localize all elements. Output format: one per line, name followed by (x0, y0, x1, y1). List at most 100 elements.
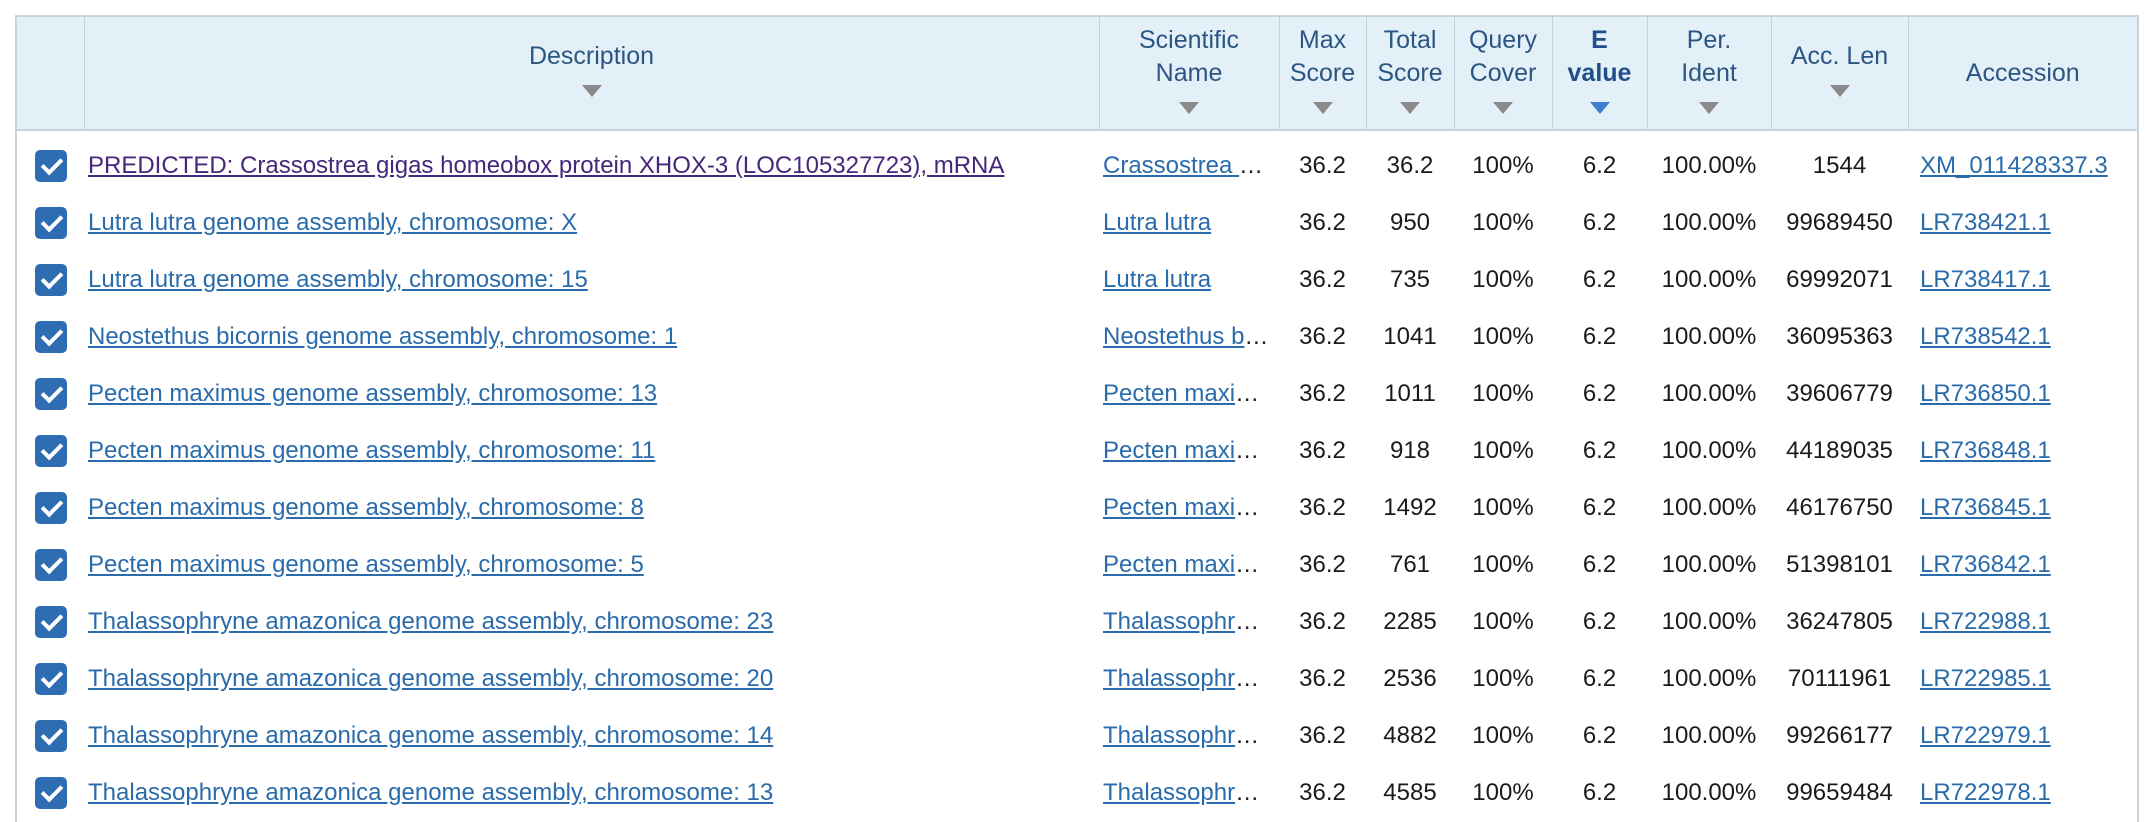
column-header-max-score[interactable]: Max Score (1279, 17, 1367, 131)
scientific-name-link[interactable]: Pecten maximus (1103, 493, 1279, 521)
row-checkbox[interactable] (34, 377, 67, 410)
accession-link[interactable]: LR736850.1 (1920, 379, 2051, 407)
e-value-cell: 6.2 (1582, 493, 1617, 521)
per-ident-cell: 100.00% (1661, 721, 1757, 749)
column-header-label[interactable]: E value (1567, 25, 1632, 87)
row-checkbox[interactable] (34, 320, 67, 353)
accession-cell: LR738421.1 (1908, 194, 2137, 251)
description-cell: Pecten maximus genome assembly, chromoso… (84, 536, 1099, 593)
query-cover-cell: 100% (1472, 721, 1534, 749)
scientific-name-link[interactable]: Thalassophryne amazonica (1103, 664, 1279, 692)
scientific-name-link[interactable]: Lutra lutra (1103, 208, 1212, 236)
description-cell: Neostethus bicornis genome assembly, chr… (84, 308, 1099, 365)
row-checkbox[interactable] (34, 434, 67, 467)
description-link[interactable]: Pecten maximus genome assembly, chromoso… (88, 436, 656, 464)
column-header-label[interactable]: Description (528, 42, 655, 70)
row-checkbox[interactable] (34, 149, 67, 182)
table-row: Thalassophryne amazonica genome assembly… (17, 650, 2137, 707)
accession-link[interactable]: LR736845.1 (1920, 493, 2051, 521)
sort-arrow-icon[interactable] (1179, 101, 1199, 114)
total-score-cell: 1041 (1383, 322, 1437, 350)
sort-arrow-icon[interactable] (581, 85, 602, 97)
accession-link[interactable]: LR736842.1 (1920, 550, 2051, 578)
row-select-cell (17, 593, 84, 650)
sort-arrow-active-icon[interactable] (1589, 101, 1610, 114)
scientific-name-cell: Crassostrea gigas (1099, 130, 1279, 194)
row-checkbox[interactable] (34, 719, 67, 752)
scientific-name-link[interactable]: Crassostrea gigas (1103, 151, 1279, 179)
column-header-label: Accession (1965, 58, 2080, 87)
description-link[interactable]: Pecten maximus genome assembly, chromoso… (88, 550, 644, 578)
row-checkbox[interactable] (34, 776, 67, 809)
column-header-scientific-name[interactable]: Scientific Name (1099, 17, 1280, 131)
row-checkbox[interactable] (34, 206, 67, 239)
accession-link[interactable]: LR722985.1 (1920, 664, 2051, 692)
description-link[interactable]: Lutra lutra genome assembly, chromosome:… (88, 208, 578, 236)
sort-arrow-icon[interactable] (1699, 101, 1719, 114)
description-link[interactable]: Thalassophryne amazonica genome assembly… (88, 721, 774, 749)
description-link[interactable]: Pecten maximus genome assembly, chromoso… (88, 379, 658, 407)
column-header-label[interactable]: Query Cover (1468, 25, 1538, 87)
row-checkbox[interactable] (34, 605, 67, 638)
accession-link[interactable]: LR738421.1 (1920, 208, 2051, 236)
scientific-name-link[interactable]: Pecten maximus (1103, 550, 1279, 578)
column-header-per-ident[interactable]: Per. Ident (1647, 17, 1772, 131)
total-score-cell: 2285 (1383, 607, 1437, 635)
scientific-name-link[interactable]: Pecten maximus (1103, 379, 1279, 407)
description-link[interactable]: Lutra lutra genome assembly, chromosome:… (88, 265, 588, 293)
scientific-name-link[interactable]: Thalassophryne amazonica (1103, 721, 1279, 749)
column-header-e-value[interactable]: E value (1552, 17, 1648, 131)
accession-link[interactable]: LR738417.1 (1920, 265, 2051, 293)
accession-link[interactable]: LR722978.1 (1920, 778, 2051, 806)
description-link[interactable]: Thalassophryne amazonica genome assembly… (88, 664, 774, 692)
scientific-name-link[interactable]: Thalassophryne amazonica (1103, 607, 1279, 635)
column-header-label[interactable]: Total Score (1377, 25, 1443, 87)
column-header-label[interactable]: Acc. Len (1790, 42, 1889, 70)
scientific-name-link[interactable]: Thalassophryne amazonica (1103, 778, 1279, 806)
description-link[interactable]: Neostethus bicornis genome assembly, chr… (88, 322, 678, 350)
per-ident-cell: 100.00% (1661, 607, 1757, 635)
accession-link[interactable]: XM_011428337.3 (1920, 151, 2108, 179)
row-checkbox[interactable] (34, 662, 67, 695)
sort-arrow-icon[interactable] (1400, 101, 1420, 114)
row-checkbox[interactable] (34, 548, 67, 581)
scientific-name-cell: Lutra lutra (1099, 251, 1279, 308)
accession-link[interactable]: LR722979.1 (1920, 721, 2051, 749)
sort-arrow-icon[interactable] (1312, 101, 1333, 114)
accession-link[interactable]: LR736848.1 (1920, 436, 2051, 464)
sort-arrow-icon[interactable] (1829, 85, 1850, 97)
acc-len-cell: 44189035 (1786, 436, 1893, 464)
accession-cell: LR722988.1 (1908, 593, 2137, 650)
row-select-cell (17, 707, 84, 764)
query-cover-cell: 100% (1472, 151, 1534, 179)
row-select-cell (17, 764, 84, 821)
sort-arrow-icon[interactable] (1493, 101, 1513, 114)
description-cell: Lutra lutra genome assembly, chromosome:… (84, 251, 1099, 308)
column-header-total-score[interactable]: Total Score (1366, 17, 1455, 131)
total-score-cell: 4585 (1383, 778, 1437, 806)
description-link[interactable]: PREDICTED: Crassostrea gigas homeobox pr… (88, 151, 1005, 179)
row-select-cell (17, 536, 84, 593)
row-checkbox[interactable] (34, 491, 67, 524)
column-header-label[interactable]: Per. Ident (1681, 25, 1737, 87)
column-header-label[interactable]: Max Score (1289, 25, 1356, 87)
column-header-query-cover[interactable]: Query Cover (1454, 17, 1553, 131)
scientific-name-cell: Thalassophryne amazonica (1099, 650, 1279, 707)
description-link[interactable]: Pecten maximus genome assembly, chromoso… (88, 493, 644, 521)
query-cover-cell: 100% (1472, 322, 1534, 350)
scientific-name-link[interactable]: Pecten maximus (1103, 436, 1279, 464)
scientific-name-link[interactable]: Lutra lutra (1103, 265, 1212, 293)
row-checkbox[interactable] (34, 263, 67, 296)
query-cover-cell: 100% (1472, 436, 1534, 464)
column-header-label[interactable]: Scientific Name (1138, 25, 1240, 87)
description-link[interactable]: Thalassophryne amazonica genome assembly… (88, 607, 774, 635)
accession-link[interactable]: LR722988.1 (1920, 607, 2051, 635)
accession-link[interactable]: LR738542.1 (1920, 322, 2051, 350)
e-value-cell: 6.2 (1582, 151, 1617, 179)
column-header-acc-len[interactable]: Acc. Len (1771, 17, 1909, 131)
max-score-cell: 36.2 (1299, 379, 1346, 407)
column-header-description[interactable]: Description (84, 17, 1100, 131)
description-link[interactable]: Thalassophryne amazonica genome assembly… (88, 778, 774, 806)
per-ident-cell: 100.00% (1661, 436, 1757, 464)
scientific-name-link[interactable]: Neostethus bicornis (1103, 322, 1279, 350)
